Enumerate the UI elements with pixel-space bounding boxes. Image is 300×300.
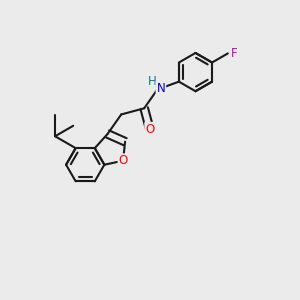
Text: H: H — [148, 75, 156, 88]
Text: O: O — [145, 123, 154, 136]
Text: N: N — [157, 82, 165, 94]
Text: O: O — [118, 154, 128, 167]
Text: F: F — [231, 47, 238, 60]
